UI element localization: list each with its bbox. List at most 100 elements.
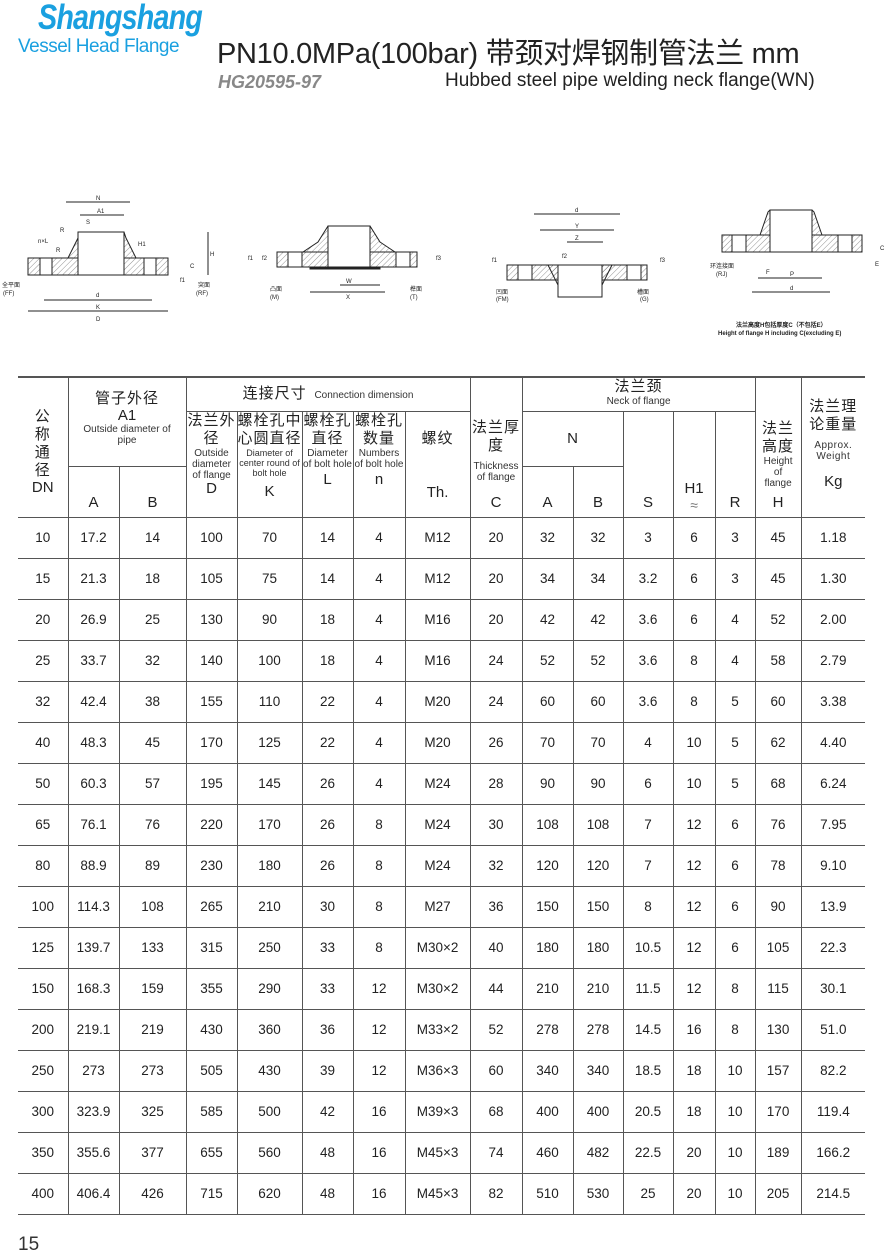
table-cell: 12 — [352, 968, 406, 1010]
svg-text:凹面: 凹面 — [496, 289, 508, 296]
table-cell: 25 — [118, 599, 187, 641]
svg-text:f1: f1 — [492, 258, 498, 264]
table-cell: 24 — [469, 640, 523, 682]
table-cell: 4 — [622, 722, 674, 764]
table-cell: 220 — [185, 804, 238, 846]
svg-text:f3: f3 — [436, 256, 442, 262]
svg-text:(M): (M) — [270, 295, 279, 301]
table-cell: 219 — [118, 1009, 187, 1051]
table-cell: 65 — [18, 804, 69, 846]
table-cell: 12 — [352, 1050, 406, 1092]
table-cell: 6 — [672, 599, 716, 641]
table-cell: 42 — [521, 599, 574, 641]
table-cell: 12 — [672, 886, 716, 928]
header-neck-n: N — [521, 411, 624, 467]
table-cell: M24 — [404, 763, 471, 805]
table-cell: 168.3 — [67, 968, 120, 1010]
table-cell: 655 — [185, 1132, 238, 1174]
table-cell: 1.18 — [800, 517, 866, 559]
table-cell: 166.2 — [800, 1132, 866, 1174]
svg-text:H: H — [210, 252, 214, 258]
table-row: 150 168.3 159 355 290 33 12 M30×2 44 210 210 11.5 12… — [18, 968, 866, 1010]
svg-text:W: W — [346, 279, 352, 285]
table-cell: 505 — [185, 1050, 238, 1092]
header-l: 螺栓孔直径 Diameter of bolt hole L — [301, 411, 354, 518]
table-cell: 110 — [236, 681, 303, 723]
table-row: 50 60.3 57 195 145 26 4 M24 28 90 90 6 10 5 68 6.24 — [18, 763, 866, 805]
table-cell: 10 — [714, 1050, 756, 1092]
table-cell: 108 — [118, 886, 187, 928]
table-cell: 42.4 — [67, 681, 120, 723]
table-cell: 60.3 — [67, 763, 120, 805]
table-cell: 159 — [118, 968, 187, 1010]
table-cell: 195 — [185, 763, 238, 805]
table-cell: 6 — [714, 886, 756, 928]
table-cell: 3.38 — [800, 681, 866, 723]
table-cell: 50 — [18, 763, 69, 805]
table-cell: 170 — [185, 722, 238, 764]
table-cell: 278 — [572, 1009, 624, 1051]
table-cell: 14 — [301, 517, 354, 559]
table-cell: 130 — [754, 1009, 802, 1051]
table-cell: 68 — [469, 1091, 523, 1133]
drawing-fm-g — [506, 213, 648, 298]
table-cell: 10 — [714, 1173, 756, 1215]
table-cell: 715 — [185, 1173, 238, 1215]
table-cell: 25 — [622, 1173, 674, 1215]
flange-drawings: N A1 S R n×L R H1 H C f1 d K D 全平面 (FF) … — [2, 196, 885, 337]
table-cell: 210 — [572, 968, 624, 1010]
table-cell: 60 — [754, 681, 802, 723]
page-number: 15 — [18, 1234, 40, 1252]
table-cell: 22.3 — [800, 927, 866, 969]
table-cell: 130 — [185, 599, 238, 641]
table-row: 65 76.1 76 220 170 26 8 M24 30 108 108 7 12 6 76 7.95 — [18, 804, 866, 846]
table-cell: 560 — [236, 1132, 303, 1174]
table-cell: 340 — [521, 1050, 574, 1092]
table-cell: 33 — [301, 927, 354, 969]
flange-dimension-table: 公称通径 DN 管子外径 A1 Outside diameter of pipe 连接… — [18, 376, 866, 1215]
table-cell: 9.10 — [800, 845, 866, 887]
svg-text:C: C — [190, 264, 195, 270]
table-cell: 45 — [754, 558, 802, 600]
table-cell: 350 — [18, 1132, 69, 1174]
table-cell: 530 — [572, 1173, 624, 1215]
table-cell: 2.00 — [800, 599, 866, 641]
table-cell: M45×3 — [404, 1132, 471, 1174]
table-cell: 100 — [236, 640, 303, 682]
table-cell: 32 — [18, 681, 69, 723]
table-cell: M20 — [404, 681, 471, 723]
svg-text:Z: Z — [575, 236, 579, 242]
table-cell: 219.1 — [67, 1009, 120, 1051]
svg-text:X: X — [346, 295, 350, 301]
table-cell: 100 — [18, 886, 69, 928]
table-cell: 8 — [352, 886, 406, 928]
table-cell: 3.2 — [622, 558, 674, 600]
table-cell: 105 — [754, 927, 802, 969]
table-cell: 60 — [521, 681, 574, 723]
table-row: 250 273 273 505 430 39 12 M36×3 60 340 340 18.5 18 10… — [18, 1050, 866, 1092]
svg-text:N: N — [96, 196, 100, 202]
table-cell: 8 — [714, 1009, 756, 1051]
table-cell: 12 — [352, 1009, 406, 1051]
table-cell: 26 — [301, 804, 354, 846]
table-cell: 180 — [521, 927, 574, 969]
table-cell: 119.4 — [800, 1091, 866, 1133]
table-cell: 145 — [236, 763, 303, 805]
header-neck-a: A — [521, 466, 574, 518]
table-cell: 140 — [185, 640, 238, 682]
table-cell: 52 — [521, 640, 574, 682]
table-cell: 57 — [118, 763, 187, 805]
table-cell: 290 — [236, 968, 303, 1010]
table-cell: 5 — [714, 763, 756, 805]
svg-text:(FF): (FF) — [3, 291, 14, 297]
table-cell: 125 — [18, 927, 69, 969]
header-h1: H1 ≈ — [672, 411, 716, 518]
table-cell: 340 — [572, 1050, 624, 1092]
table-cell: 8 — [672, 640, 716, 682]
table-cell: 22 — [301, 681, 354, 723]
table-cell: 82 — [469, 1173, 523, 1215]
table-cell: 4 — [352, 640, 406, 682]
svg-text:f3: f3 — [660, 258, 666, 264]
table-cell: 89 — [118, 845, 187, 887]
table-cell: 4 — [352, 517, 406, 559]
